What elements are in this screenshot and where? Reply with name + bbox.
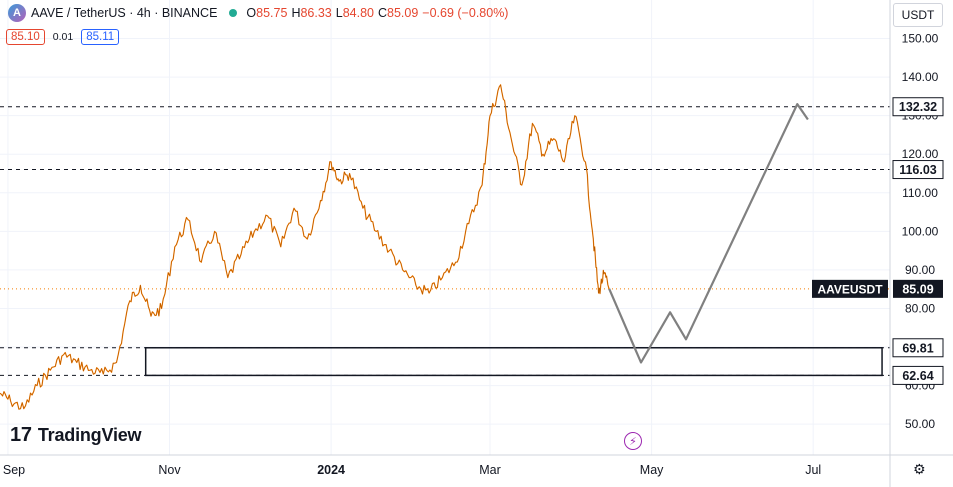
level-price-label: 132.32 — [899, 100, 937, 114]
projection-path[interactable] — [608, 103, 809, 364]
high-label: H — [291, 6, 301, 20]
y-tick-label: 120.00 — [902, 147, 939, 161]
low-label: L — [335, 6, 343, 20]
x-tick-label: Nov — [158, 463, 181, 477]
x-tick-label: Sep — [3, 463, 25, 477]
close-value: 85.09 — [387, 6, 419, 20]
price-wicks — [0, 84, 610, 410]
currency-unit-button[interactable]: USDT — [893, 3, 943, 27]
y-tick-label: 50.00 — [905, 417, 935, 431]
y-tick-label: 140.00 — [902, 70, 939, 84]
x-tick-label: Jul — [805, 463, 821, 477]
low-value: 84.80 — [342, 6, 374, 20]
change-value: −0.69 (−0.80%) — [422, 6, 509, 20]
level-price-label: 116.03 — [899, 163, 937, 177]
level-price-label-box — [892, 97, 944, 117]
tradingview-mark-icon: 17 — [10, 424, 32, 446]
demand-zone-rect[interactable] — [144, 347, 883, 377]
close-label: C — [377, 6, 388, 20]
high-value: 86.33 — [300, 6, 332, 20]
y-tick-label: 150.00 — [902, 32, 939, 46]
lightning-icon[interactable]: ⚡ — [624, 432, 642, 450]
y-tick-label: 90.00 — [905, 263, 935, 277]
symbol-title[interactable]: AAVE / TetherUS · 4h · BINANCE — [31, 6, 218, 20]
aave-logo-icon: A — [8, 4, 26, 22]
sell-button[interactable]: 85.10 — [6, 29, 45, 45]
open-label: O — [246, 6, 257, 20]
symbol-label: AAVEUSDT — [817, 282, 883, 296]
legend-header: A AAVE / TetherUS · 4h · BINANCE O 85.75 … — [0, 0, 512, 26]
market-status-dot-icon — [229, 9, 238, 17]
level-price-label-box — [892, 160, 944, 180]
x-tick-label: 2024 — [317, 463, 345, 477]
y-tick-label: 100.00 — [902, 224, 939, 238]
level-price-label-box — [892, 365, 944, 385]
price-series-line[interactable] — [0, 84, 610, 410]
x-tick-label: Mar — [479, 463, 501, 477]
last-price-value: 85.09 — [902, 282, 933, 296]
spread-value: 0.01 — [52, 31, 74, 43]
gear-icon[interactable]: ⚙ — [913, 461, 926, 477]
x-tick-label: May — [640, 463, 664, 477]
brand-name: TradingView — [37, 425, 142, 445]
buy-button[interactable]: 85.11 — [81, 29, 120, 45]
last-price-box — [893, 279, 943, 298]
level-price-label-box — [892, 338, 944, 358]
level-price-label: 62.64 — [902, 369, 933, 383]
open-value: 85.75 — [256, 6, 288, 20]
y-tick-label: 110.00 — [902, 186, 938, 200]
quote-row: 85.10 0.01 85.11 — [6, 29, 120, 45]
tradingview-logo: 17 TradingView — [10, 424, 142, 447]
symbol-label-box — [812, 279, 888, 298]
y-tick-label: 80.00 — [905, 301, 935, 315]
level-price-label: 69.81 — [902, 341, 933, 355]
